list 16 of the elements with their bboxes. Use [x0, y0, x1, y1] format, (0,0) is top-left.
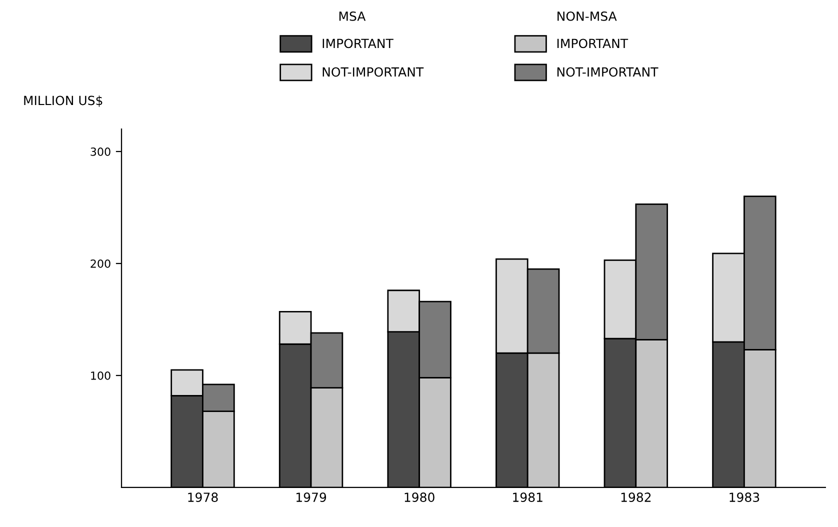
y-tick-label: 300: [90, 147, 110, 156]
x-tick-label: 1982: [621, 492, 651, 502]
legend-label: IMPORTANT: [557, 38, 628, 48]
y-tick-label: 200: [90, 259, 110, 268]
x-tick-label: 1979: [296, 492, 326, 502]
legend-title: NON-MSA: [558, 11, 617, 21]
x-tick-label: 1983: [730, 492, 760, 502]
legend-label: NOT-IMPORTANT: [322, 67, 424, 77]
x-tick-label: 1981: [513, 492, 542, 502]
legend-title: MSA: [339, 11, 366, 21]
legend-label: NOT-IMPORTANT: [557, 67, 658, 77]
legend-label: IMPORTANT: [322, 38, 394, 48]
y-tick-label: 100: [91, 371, 110, 380]
x-tick-label: 1980: [404, 492, 434, 502]
x-tick-label: 1978: [188, 492, 218, 502]
y-axis-title: MILLION US$: [24, 96, 102, 107]
